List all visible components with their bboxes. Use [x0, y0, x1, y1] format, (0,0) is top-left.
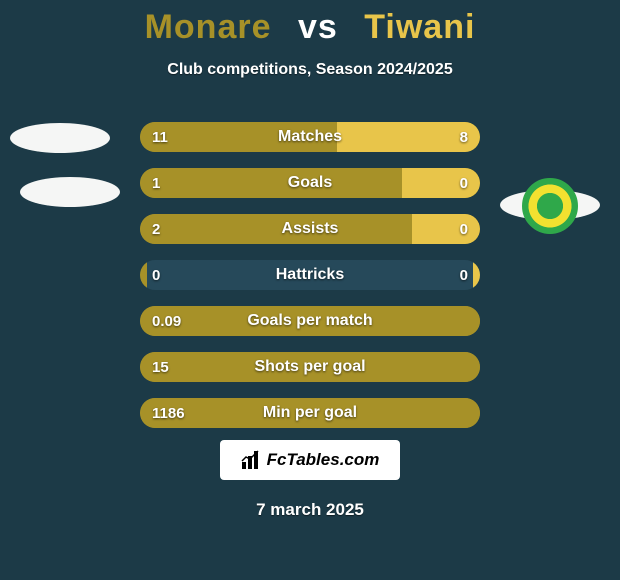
player1-name: Monare	[145, 8, 272, 46]
stat-metric-label: Assists	[140, 214, 480, 244]
stat-metric-label: Matches	[140, 122, 480, 152]
stat-row: 118Matches	[140, 122, 480, 152]
fctables-logo: FcTables.com	[220, 440, 400, 480]
stat-row: 0.09Goals per match	[140, 306, 480, 336]
stat-row: 15Shots per goal	[140, 352, 480, 382]
stat-row: 00Hattricks	[140, 260, 480, 290]
fctables-text: FcTables.com	[267, 450, 380, 470]
bar-chart-icon	[241, 450, 261, 470]
club-logo-top-left	[10, 110, 110, 165]
sundowns-badge-icon	[500, 178, 600, 233]
stat-metric-label: Goals per match	[140, 306, 480, 336]
player2-name: Tiwani	[364, 8, 475, 46]
stat-metric-label: Goals	[140, 168, 480, 198]
club-logo-icon	[10, 123, 110, 153]
comparison-date: 7 march 2025	[0, 500, 620, 520]
stat-row: 20Assists	[140, 214, 480, 244]
stat-metric-label: Shots per goal	[140, 352, 480, 382]
club-logo-mid-left	[20, 164, 120, 219]
club-logo-icon	[20, 177, 120, 207]
vs-separator: vs	[298, 8, 338, 46]
stat-metric-label: Min per goal	[140, 398, 480, 428]
stat-row: 1186Min per goal	[140, 398, 480, 428]
stat-metric-label: Hattricks	[140, 260, 480, 290]
stat-row: 10Goals	[140, 168, 480, 198]
subtitle: Club competitions, Season 2024/2025	[0, 61, 620, 79]
comparison-chart: 118Matches 10Goals 20Assists 00Hattricks 0.0…	[140, 122, 480, 444]
comparison-title: Monare vs Tiwani	[0, 0, 620, 47]
club-logo-mid-right	[500, 178, 600, 233]
